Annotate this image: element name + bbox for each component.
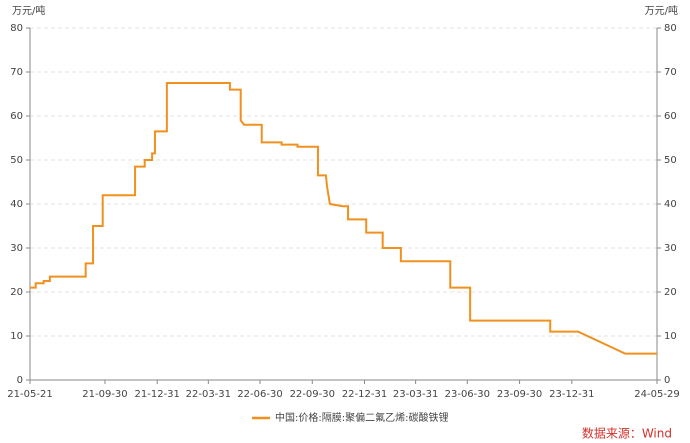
y-tick-label: 40: [10, 199, 23, 210]
y-tick-label: 20: [10, 287, 23, 298]
y2-tick-label: 30: [664, 243, 677, 254]
x-tick-label: 24-05-29: [634, 389, 679, 400]
y-tick-label: 50: [10, 155, 23, 166]
x-tick-label: 22-03-31: [186, 389, 231, 400]
x-tick-label: 22-09-30: [290, 389, 335, 400]
x-tick-label: 23-06-30: [445, 389, 490, 400]
y-tick-label: 80: [10, 23, 23, 34]
y2-tick-label: 0: [664, 375, 670, 386]
x-tick-label: 23-03-31: [393, 389, 438, 400]
y-tick-label: 10: [10, 331, 23, 342]
y2-axis-unit: 万元/吨: [645, 4, 678, 17]
x-tick-label: 22-12-31: [342, 389, 387, 400]
y-tick-label: 70: [10, 67, 23, 78]
y2-tick-label: 40: [664, 199, 677, 210]
x-tick-label: 21-05-21: [7, 389, 52, 400]
y2-tick-label: 70: [664, 67, 677, 78]
y-axis-unit: 万元/吨: [12, 4, 45, 17]
y2-tick-label: 10: [664, 331, 677, 342]
x-tick-label: 23-09-30: [497, 389, 542, 400]
y2-tick-label: 60: [664, 111, 677, 122]
x-tick-label: 22-06-30: [237, 389, 282, 400]
y-tick-label: 60: [10, 111, 23, 122]
y2-tick-label: 50: [664, 155, 677, 166]
y2-tick-label: 80: [664, 23, 677, 34]
legend-label: 中国:价格:隔膜:聚偏二氟乙烯:碳酸铁锂: [275, 411, 448, 424]
x-tick-label: 21-12-31: [135, 389, 180, 400]
source: 数据来源：Wind: [582, 426, 672, 441]
y-tick-label: 0: [17, 375, 23, 386]
y-tick-label: 30: [10, 243, 23, 254]
y2-tick-label: 20: [664, 287, 677, 298]
x-tick-label: 23-12-31: [549, 389, 594, 400]
x-tick-label: 21-09-30: [82, 389, 127, 400]
data-line: [30, 82, 657, 355]
